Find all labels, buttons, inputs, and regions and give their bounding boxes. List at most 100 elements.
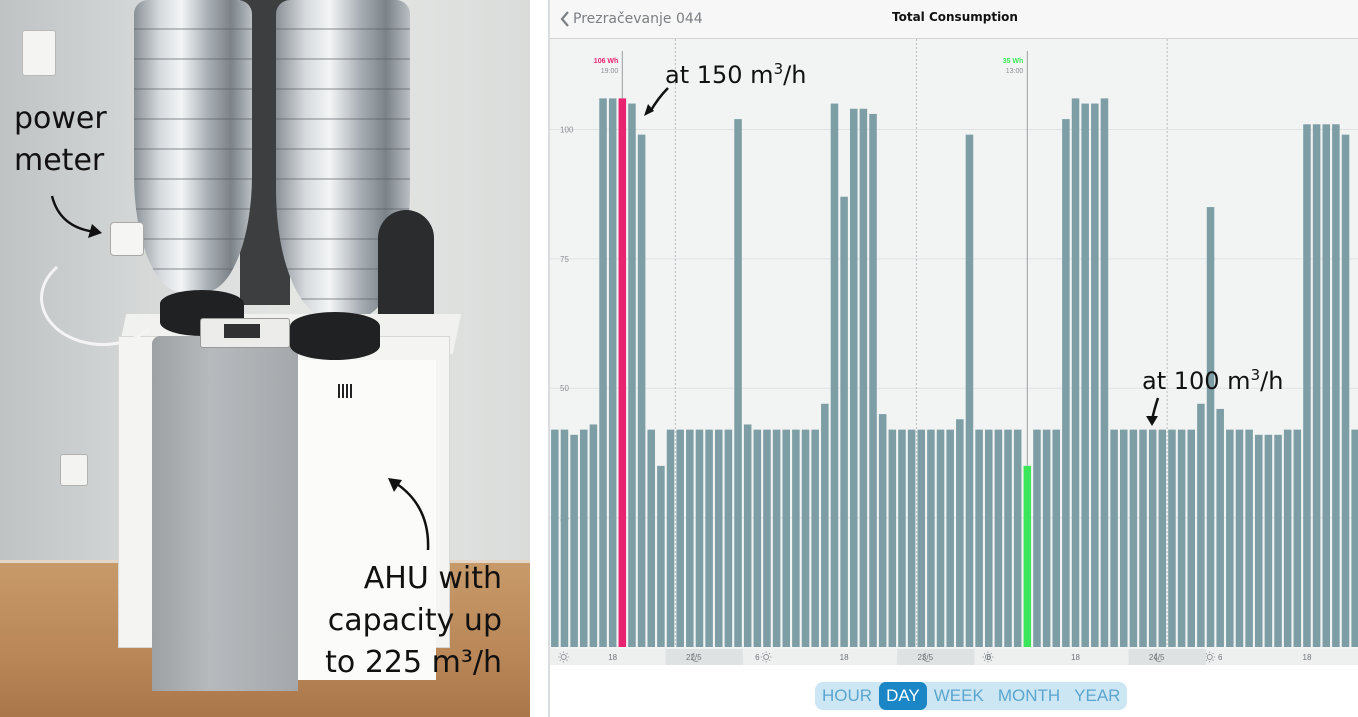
bar[interactable] [570, 434, 578, 647]
bar[interactable] [1091, 103, 1099, 647]
bar[interactable] [1119, 429, 1128, 647]
bar[interactable] [1168, 429, 1176, 647]
bar[interactable] [907, 429, 916, 647]
bar[interactable] [1235, 429, 1244, 647]
page-title: Total Consumption [892, 10, 1018, 24]
superscript: 3 [773, 60, 784, 78]
bar[interactable] [763, 429, 771, 647]
bar[interactable] [647, 429, 656, 647]
bar[interactable] [1110, 429, 1118, 647]
bar[interactable] [927, 429, 935, 647]
bar[interactable] [714, 429, 723, 647]
bar[interactable] [1042, 429, 1051, 647]
bar[interactable] [666, 429, 675, 647]
bar[interactable] [579, 429, 588, 647]
bar[interactable] [734, 119, 742, 647]
bar[interactable] [946, 429, 954, 647]
bar[interactable] [792, 429, 800, 647]
bar[interactable] [1148, 429, 1157, 647]
bar[interactable] [676, 429, 684, 647]
high-value-label: 106 Wh [594, 58, 619, 65]
bar[interactable] [1013, 429, 1022, 647]
bar[interactable] [1081, 103, 1089, 647]
bar[interactable] [1264, 434, 1273, 647]
bar[interactable] [965, 134, 974, 647]
bar[interactable] [849, 108, 858, 647]
bar[interactable] [551, 429, 559, 647]
bar[interactable] [1206, 207, 1215, 648]
bar[interactable] [1004, 429, 1012, 647]
bar[interactable] [811, 429, 819, 647]
bar[interactable] [657, 465, 665, 647]
bar[interactable] [888, 429, 897, 647]
bar[interactable] [1254, 434, 1263, 647]
bar[interactable] [628, 103, 636, 647]
bar[interactable] [1303, 124, 1311, 647]
bar[interactable] [869, 113, 877, 648]
ahu-label-line2: capacity up [327, 603, 502, 638]
tab-year[interactable]: YEAR [1074, 686, 1121, 705]
bar[interactable] [1158, 429, 1167, 647]
bar[interactable] [1071, 98, 1080, 647]
bar[interactable] [830, 103, 839, 647]
bar[interactable] [956, 419, 964, 647]
bar[interactable] [1062, 119, 1070, 647]
bar[interactable] [898, 429, 906, 647]
bar[interactable] [1139, 429, 1147, 647]
back-button[interactable]: Prezračevanje 044 [560, 8, 703, 30]
bar[interactable] [1283, 429, 1292, 647]
bar[interactable] [1023, 465, 1032, 647]
wall-socket [60, 454, 88, 486]
bar[interactable] [859, 108, 868, 647]
bar[interactable] [589, 424, 598, 647]
power-meter-label: power meter [14, 98, 107, 182]
bar[interactable] [637, 134, 646, 647]
bar[interactable] [917, 429, 926, 647]
sun-icon [558, 651, 570, 663]
bar[interactable] [994, 429, 1003, 647]
bar[interactable] [753, 429, 762, 647]
tab-hour[interactable]: HOUR [822, 686, 873, 705]
bar[interactable] [840, 196, 848, 647]
bar[interactable] [705, 429, 713, 647]
bar[interactable] [1312, 124, 1321, 647]
tab-month[interactable]: MONTH [997, 686, 1061, 705]
bar[interactable] [599, 98, 607, 647]
bar[interactable] [1129, 429, 1138, 647]
bar[interactable] [1293, 429, 1302, 647]
tab-week[interactable]: WEEK [933, 686, 984, 705]
bar[interactable] [1274, 434, 1282, 647]
x-tick-label: 18 [840, 653, 849, 662]
x-tick-label: 23/5 [917, 653, 933, 662]
bar[interactable] [618, 98, 627, 647]
bar[interactable] [1052, 429, 1061, 647]
bar[interactable] [560, 429, 569, 647]
bar[interactable] [772, 429, 781, 647]
bar[interactable] [686, 429, 694, 647]
tab-day[interactable]: DAY [879, 682, 927, 710]
bar[interactable] [878, 414, 887, 647]
bar[interactable] [1197, 403, 1205, 647]
bar[interactable] [782, 429, 791, 647]
bar[interactable] [1226, 429, 1234, 647]
bar[interactable] [1177, 429, 1186, 647]
bar[interactable] [1187, 429, 1196, 647]
bar[interactable] [1100, 98, 1109, 647]
bar[interactable] [1322, 124, 1331, 647]
bar[interactable] [975, 429, 983, 647]
bar[interactable] [936, 429, 945, 647]
bar[interactable] [608, 98, 617, 647]
bar[interactable] [1245, 429, 1253, 647]
bar[interactable] [1351, 429, 1358, 647]
bar[interactable] [724, 429, 733, 647]
bar[interactable] [801, 429, 810, 647]
bar[interactable] [743, 424, 752, 647]
bar[interactable] [1332, 124, 1340, 647]
bar[interactable] [1033, 429, 1041, 647]
bar[interactable] [984, 429, 993, 647]
bar[interactable] [1216, 408, 1224, 647]
bar[interactable] [695, 429, 704, 647]
bar[interactable] [821, 403, 829, 647]
bar[interactable] [1341, 134, 1350, 647]
